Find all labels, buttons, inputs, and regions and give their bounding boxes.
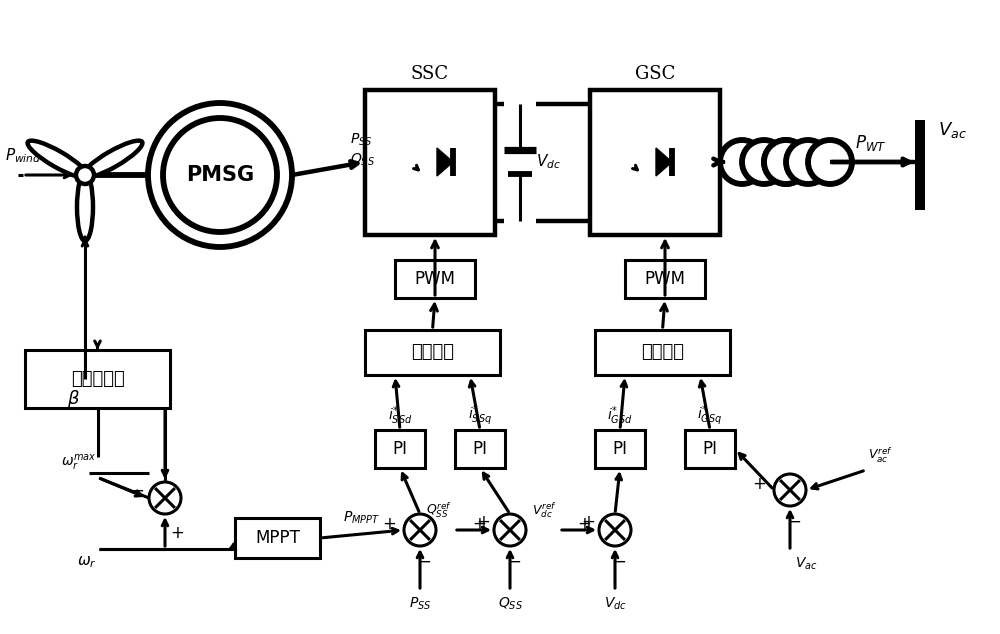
Circle shape bbox=[774, 474, 806, 506]
Bar bbox=[590, 90, 720, 235]
Bar bbox=[235, 518, 320, 558]
Circle shape bbox=[764, 140, 808, 184]
Text: $\beta$: $\beta$ bbox=[67, 388, 80, 410]
Text: GSC: GSC bbox=[635, 65, 675, 83]
Bar bbox=[685, 430, 735, 468]
Text: $i_{GSq}^{*}$: $i_{GSq}^{*}$ bbox=[697, 404, 723, 428]
Text: $P_{wind}$: $P_{wind}$ bbox=[5, 146, 41, 165]
Text: $i_{GSd}^{*}$: $i_{GSd}^{*}$ bbox=[607, 404, 633, 427]
Text: $-$: $-$ bbox=[130, 481, 144, 499]
Text: $Q_{SS}$: $Q_{SS}$ bbox=[350, 152, 375, 168]
Circle shape bbox=[76, 166, 94, 184]
Bar bbox=[595, 430, 645, 468]
Text: $V_{ac}$: $V_{ac}$ bbox=[938, 120, 967, 140]
Bar bbox=[455, 430, 505, 468]
Text: PMSG: PMSG bbox=[186, 165, 254, 185]
Circle shape bbox=[163, 118, 277, 232]
Text: $Q_{SS}^{ref}$: $Q_{SS}^{ref}$ bbox=[426, 501, 452, 520]
Circle shape bbox=[808, 140, 852, 184]
Ellipse shape bbox=[28, 141, 87, 178]
Ellipse shape bbox=[83, 141, 142, 178]
Bar bbox=[395, 260, 475, 298]
Text: $P_{SS}$: $P_{SS}$ bbox=[409, 596, 431, 612]
Circle shape bbox=[786, 140, 830, 184]
Text: $+$: $+$ bbox=[382, 515, 396, 533]
Circle shape bbox=[720, 140, 764, 184]
Text: $+$: $+$ bbox=[170, 524, 184, 542]
Text: $V_{ac}^{ref}$: $V_{ac}^{ref}$ bbox=[868, 446, 893, 465]
Text: PI: PI bbox=[612, 440, 628, 458]
Text: PI: PI bbox=[392, 440, 408, 458]
Text: $-$: $-$ bbox=[507, 552, 521, 570]
Text: $-$: $-$ bbox=[612, 552, 626, 570]
Text: $+$: $+$ bbox=[472, 515, 486, 533]
Circle shape bbox=[149, 482, 181, 514]
Text: $V_{dc}$: $V_{dc}$ bbox=[536, 153, 560, 171]
Bar bbox=[365, 90, 495, 235]
Text: $+$: $+$ bbox=[476, 513, 490, 531]
Text: MPPT: MPPT bbox=[255, 529, 300, 547]
Text: $P_{SS}$: $P_{SS}$ bbox=[350, 132, 372, 148]
Text: PWM: PWM bbox=[644, 270, 686, 288]
Circle shape bbox=[599, 514, 631, 546]
Text: PI: PI bbox=[473, 440, 488, 458]
Bar bbox=[625, 260, 705, 298]
Polygon shape bbox=[437, 148, 453, 176]
Circle shape bbox=[404, 514, 436, 546]
Text: $i_{SSd}^{*}$: $i_{SSd}^{*}$ bbox=[388, 404, 412, 427]
Text: PWM: PWM bbox=[415, 270, 456, 288]
Text: $V_{dc}$: $V_{dc}$ bbox=[604, 596, 626, 612]
Text: $-$: $-$ bbox=[417, 552, 431, 570]
Circle shape bbox=[494, 514, 526, 546]
Ellipse shape bbox=[77, 173, 93, 241]
Text: $V_{dc}^{ref}$: $V_{dc}^{ref}$ bbox=[532, 500, 557, 520]
Text: 矢量控制: 矢量控制 bbox=[411, 344, 454, 361]
Text: $Q_{SS}$: $Q_{SS}$ bbox=[498, 596, 522, 612]
Circle shape bbox=[148, 103, 292, 247]
Text: 桨距角控制: 桨距角控制 bbox=[71, 370, 124, 388]
Text: 矢量控制: 矢量控制 bbox=[641, 344, 684, 361]
Circle shape bbox=[742, 140, 786, 184]
Text: $P_{WT}$: $P_{WT}$ bbox=[855, 133, 886, 153]
Text: $i_{SSq}^{*}$: $i_{SSq}^{*}$ bbox=[468, 404, 492, 428]
Text: $+$: $+$ bbox=[581, 513, 595, 531]
Text: $P_{MPPT}$: $P_{MPPT}$ bbox=[343, 510, 381, 526]
Text: $V_{ac}$: $V_{ac}$ bbox=[795, 556, 818, 573]
Circle shape bbox=[764, 140, 808, 184]
Bar bbox=[25, 350, 170, 408]
Polygon shape bbox=[656, 148, 672, 176]
Text: $\omega_r$: $\omega_r$ bbox=[77, 554, 97, 570]
Bar bbox=[595, 330, 730, 375]
Bar bbox=[375, 430, 425, 468]
Bar bbox=[365, 330, 500, 375]
Text: $\omega_r^{max}$: $\omega_r^{max}$ bbox=[61, 453, 97, 473]
Text: SSC: SSC bbox=[411, 65, 449, 83]
Text: $+$: $+$ bbox=[752, 475, 766, 493]
Text: $-$: $-$ bbox=[787, 512, 801, 530]
Text: $+$: $+$ bbox=[577, 515, 591, 533]
Text: PI: PI bbox=[702, 440, 718, 458]
